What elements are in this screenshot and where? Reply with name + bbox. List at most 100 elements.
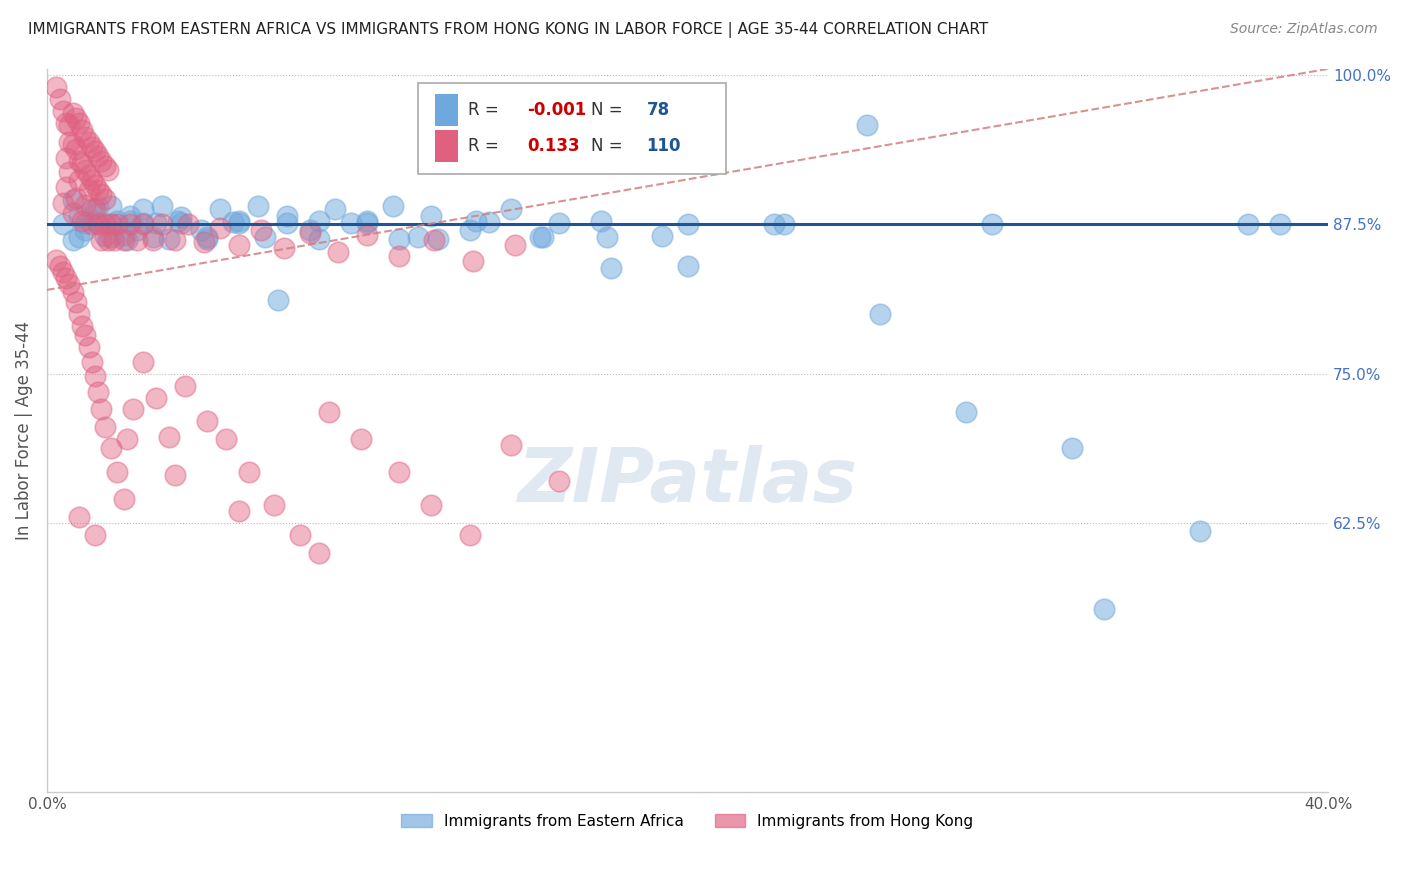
Point	[276, 209, 298, 223]
Point	[80, 354, 103, 368]
Bar	[434, 130, 458, 162]
Point	[55, 152, 77, 166]
Point	[273, 241, 295, 255]
Point	[465, 213, 488, 227]
Point	[142, 230, 165, 244]
Point	[84, 145, 107, 159]
Point	[115, 433, 138, 447]
Point	[120, 209, 142, 223]
Point	[80, 139, 103, 153]
Point	[221, 215, 243, 229]
Point	[356, 213, 378, 227]
Point	[90, 233, 112, 247]
Point	[100, 217, 122, 231]
Text: 78: 78	[647, 101, 669, 119]
Point	[75, 328, 97, 343]
Point	[62, 233, 84, 247]
Text: N =: N =	[592, 137, 628, 155]
Point	[529, 230, 551, 244]
Point	[548, 216, 571, 230]
Point	[87, 216, 110, 230]
Point	[90, 187, 112, 202]
Point	[70, 318, 93, 333]
Text: 110: 110	[647, 137, 681, 155]
Point	[676, 259, 699, 273]
Point	[55, 180, 77, 194]
Point	[193, 235, 215, 249]
Point	[228, 237, 250, 252]
Point	[388, 250, 411, 264]
Point	[350, 433, 373, 447]
Point	[869, 307, 891, 321]
Point	[62, 106, 84, 120]
Point	[67, 209, 90, 223]
Point	[132, 202, 155, 216]
Point	[65, 142, 87, 156]
Point	[48, 259, 70, 273]
Point	[170, 216, 193, 230]
Point	[423, 233, 446, 247]
Point	[856, 118, 879, 132]
Point	[1092, 602, 1115, 616]
Point	[458, 528, 481, 542]
Point	[55, 271, 77, 285]
Point	[100, 217, 122, 231]
Legend: Immigrants from Eastern Africa, Immigrants from Hong Kong: Immigrants from Eastern Africa, Immigran…	[395, 807, 980, 835]
Point	[65, 294, 87, 309]
Point	[266, 293, 288, 307]
Point	[253, 230, 276, 244]
Point	[87, 384, 110, 399]
Point	[599, 261, 621, 276]
Point	[308, 213, 330, 227]
Y-axis label: In Labor Force | Age 35-44: In Labor Force | Age 35-44	[15, 321, 32, 540]
Point	[420, 209, 443, 223]
Point	[87, 149, 110, 163]
Point	[84, 202, 107, 216]
Point	[157, 231, 180, 245]
Point	[75, 223, 97, 237]
Point	[228, 213, 250, 227]
Point	[145, 391, 167, 405]
Point	[125, 223, 148, 237]
Text: ZIPatlas: ZIPatlas	[517, 444, 858, 517]
Point	[132, 217, 155, 231]
Point	[676, 217, 699, 231]
Point	[52, 265, 75, 279]
Point	[58, 277, 80, 291]
Point	[67, 173, 90, 187]
Point	[195, 231, 218, 245]
Point	[298, 226, 321, 240]
Point	[115, 233, 138, 247]
Point	[208, 220, 231, 235]
Point	[62, 285, 84, 300]
Bar	[434, 94, 458, 127]
Point	[93, 229, 115, 244]
Point	[67, 307, 90, 321]
Point	[589, 213, 612, 227]
Text: N =: N =	[592, 101, 628, 119]
Text: R =: R =	[468, 137, 505, 155]
Point	[247, 199, 270, 213]
Point	[1060, 441, 1083, 455]
Point	[62, 194, 84, 208]
Point	[190, 223, 212, 237]
Point	[100, 230, 122, 244]
Point	[157, 430, 180, 444]
Point	[70, 213, 93, 227]
Point	[356, 227, 378, 242]
Point	[356, 216, 378, 230]
Point	[67, 510, 90, 524]
Point	[381, 199, 404, 213]
Point	[65, 111, 87, 125]
Point	[67, 115, 90, 129]
Point	[323, 202, 346, 216]
Point	[308, 546, 330, 560]
Point	[1237, 217, 1260, 231]
Point	[132, 354, 155, 368]
Point	[177, 217, 200, 231]
Point	[45, 253, 67, 268]
Point	[173, 378, 195, 392]
Point	[77, 183, 100, 197]
Point	[58, 135, 80, 149]
Point	[77, 135, 100, 149]
